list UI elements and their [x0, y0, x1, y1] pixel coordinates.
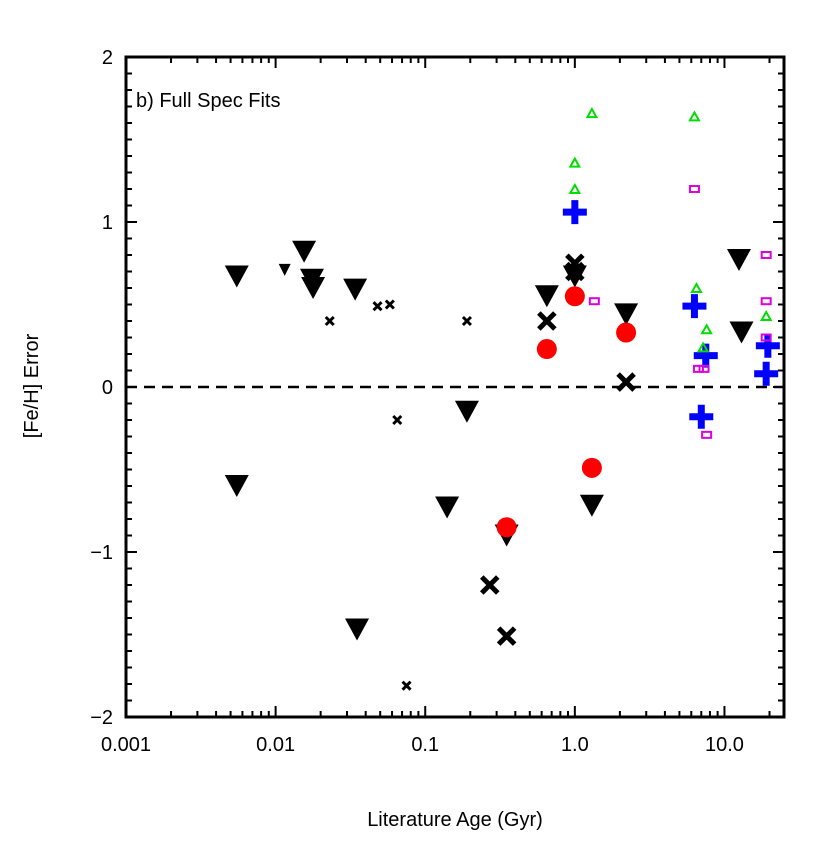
data-point-circle: [581, 457, 602, 478]
data-point-triangle: [454, 400, 479, 423]
data-point-open-triangle: [568, 156, 582, 168]
tick-labels: 0.001 0.01 0.1 1.0 10.0 −2 −1 0 1 2: [90, 47, 744, 756]
panel-title: b) Full Spec Fits: [136, 90, 280, 112]
x-tick-label: 0.1: [411, 734, 439, 756]
data-point-triangle: [301, 277, 326, 299]
data-point-cross: [616, 372, 636, 392]
data-point-open-square: [588, 297, 600, 306]
data-point-plus: [755, 333, 780, 358]
data-point-cross: [480, 575, 500, 595]
data-point-circle: [496, 517, 517, 538]
data-point-cross: [496, 626, 517, 646]
y-tick-label: 2: [102, 47, 113, 69]
x-axis-title: Literature Age (Gyr): [367, 809, 543, 831]
data-point-open-triangle: [688, 110, 701, 122]
y-tick-label: −2: [90, 707, 113, 729]
data-point-open-square: [698, 364, 710, 373]
data-point-cross: [392, 414, 403, 426]
data-point-open-square: [760, 333, 772, 342]
data-point-plus: [682, 294, 707, 319]
data-point-cross: [461, 315, 472, 327]
x-tick-label: 10.0: [705, 734, 744, 756]
data-point-triangle: [224, 475, 249, 497]
data-point-cross: [384, 299, 395, 310]
y-tick-label: 1: [102, 212, 113, 234]
data-point-triangle: [729, 321, 754, 344]
data-point-triangle: [224, 265, 249, 288]
data-point-cross: [372, 301, 383, 312]
y-tick-label: 0: [102, 377, 113, 399]
data-point-open-square: [701, 430, 713, 439]
x-tick-label: 1.0: [561, 734, 589, 756]
data-point-open-triangle: [585, 107, 599, 119]
data-point-triangle: [343, 278, 368, 301]
data-point-open-triangle: [700, 323, 713, 335]
y-tick-label: −1: [90, 542, 113, 564]
data-point-cross: [537, 311, 557, 331]
data-point-triangle: [534, 285, 559, 308]
data-point-triangle: [278, 263, 291, 276]
data-point-open-triangle: [696, 341, 710, 353]
data-point-cross: [565, 261, 585, 282]
data-point-open-triangle: [690, 281, 703, 293]
data-points: [224, 107, 780, 691]
data-point-circle: [536, 339, 557, 360]
x-tick-label: 0.001: [101, 734, 151, 756]
data-point-cross: [324, 315, 335, 327]
data-point-triangle: [345, 618, 370, 641]
data-point-plus: [562, 200, 587, 225]
data-point-circle: [616, 322, 637, 343]
y-axis-title: [Fe/H] Error: [21, 333, 43, 438]
data-point-open-square: [692, 364, 704, 373]
x-tick-label: 0.01: [256, 734, 295, 756]
data-point-circle: [564, 286, 585, 307]
data-point-triangle: [292, 240, 317, 263]
data-point-open-triangle: [759, 310, 773, 322]
data-point-triangle: [726, 248, 751, 271]
data-point-cross: [401, 680, 412, 691]
data-point-plus: [754, 361, 779, 386]
data-point-plus: [689, 404, 714, 429]
data-point-open-square: [760, 251, 772, 259]
data-point-open-triangle: [568, 182, 582, 194]
data-point-open-square: [760, 297, 772, 306]
data-point-triangle: [435, 496, 460, 519]
data-point-triangle: [579, 494, 604, 517]
data-point-triangle: [614, 303, 639, 326]
plot-frame: [124, 55, 786, 719]
data-point-open-square: [688, 185, 700, 193]
